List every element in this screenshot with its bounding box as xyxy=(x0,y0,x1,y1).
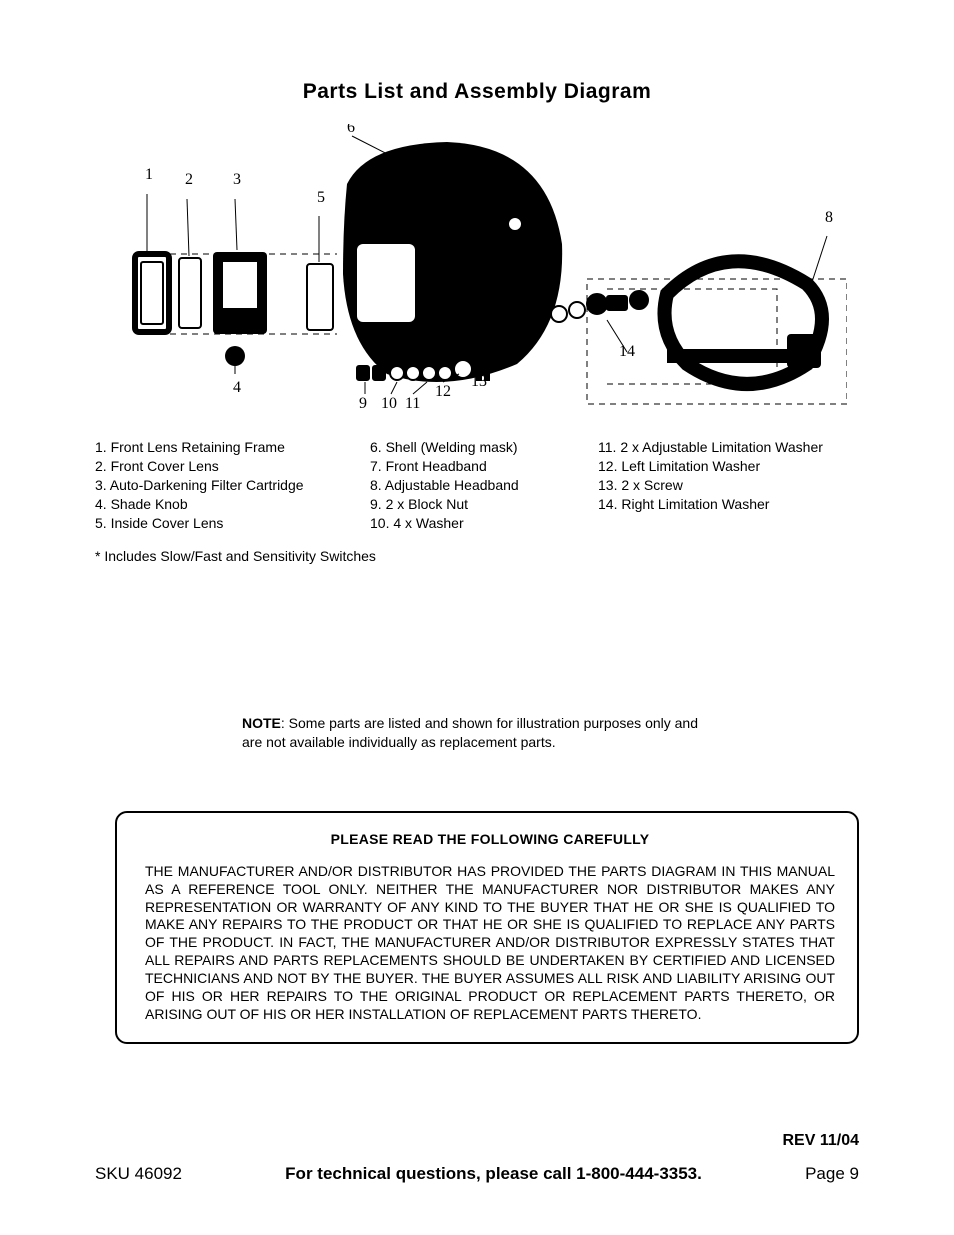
footer-support: For technical questions, please call 1-8… xyxy=(285,1164,702,1184)
parts-item: 12. Left Limitation Washer xyxy=(598,457,858,476)
parts-item: 2. Front Cover Lens xyxy=(95,457,370,476)
footer: SKU 46092 For technical questions, pleas… xyxy=(95,1164,859,1184)
parts-item: 1. Front Lens Retaining Frame xyxy=(95,438,370,457)
callout-5: 5 xyxy=(317,189,325,206)
warning-body: THE MANUFACTURER AND/OR DISTRIBUTOR HAS … xyxy=(145,863,835,1024)
parts-item: 8. Adjustable Headband xyxy=(370,476,598,495)
callout-2: 2 xyxy=(185,171,193,188)
callout-3: 3 xyxy=(233,171,241,188)
warning-box: PLEASE READ THE FOLLOWING CAREFULLY THE … xyxy=(115,811,859,1044)
parts-item: 14. Right Limitation Washer xyxy=(598,495,858,514)
part-1-frame xyxy=(135,254,169,332)
parts-footnote: * Includes Slow/Fast and Sensitivity Swi… xyxy=(95,548,859,564)
callout-6: 6 xyxy=(347,124,355,136)
parts-list: 1. Front Lens Retaining Frame2. Front Co… xyxy=(95,438,859,532)
page: Parts List and Assembly Diagram xyxy=(0,0,954,1235)
parts-item: 3. Auto-Darkening Filter Cartridge xyxy=(95,476,370,495)
parts-item: 13. 2 x Screw xyxy=(598,476,858,495)
parts-col-2: 6. Shell (Welding mask)7. Front Headband… xyxy=(370,438,598,532)
parts-item: 11. 2 x Adjustable Limitation Washer xyxy=(598,438,858,457)
callout-14: 14 xyxy=(619,343,635,360)
callout-10: 10 xyxy=(381,395,397,412)
page-title: Parts List and Assembly Diagram xyxy=(95,80,859,104)
part-2-lens xyxy=(179,258,201,328)
note-text: : Some parts are listed and shown for il… xyxy=(242,715,698,749)
footer-sku: SKU 46092 xyxy=(95,1164,182,1184)
parts-item: 10. 4 x Washer xyxy=(370,514,598,533)
callout-8: 8 xyxy=(825,209,833,226)
callout-1: 1 xyxy=(145,166,153,183)
part-6-shell xyxy=(343,142,562,382)
warning-title: PLEASE READ THE FOLLOWING CAREFULLY xyxy=(145,831,835,849)
parts-col-1: 1. Front Lens Retaining Frame2. Front Co… xyxy=(95,438,370,532)
parts-item: 9. 2 x Block Nut xyxy=(370,495,598,514)
part-8-headband xyxy=(665,261,823,384)
footer-page: Page 9 xyxy=(805,1164,859,1184)
parts-col-3: 11. 2 x Adjustable Limitation Washer12. … xyxy=(598,438,858,532)
callout-13: 13 xyxy=(471,373,487,390)
callout-4: 4 xyxy=(233,379,241,396)
parts-item: 4. Shade Knob xyxy=(95,495,370,514)
part-5-lens xyxy=(307,264,333,330)
part-3-cartridge xyxy=(213,252,267,334)
note-block: NOTE: Some parts are listed and shown fo… xyxy=(242,714,712,750)
callout-11: 11 xyxy=(405,395,420,412)
revision: REV 11/04 xyxy=(95,1132,859,1150)
parts-item: 6. Shell (Welding mask) xyxy=(370,438,598,457)
note-label: NOTE xyxy=(242,715,281,731)
callout-12: 12 xyxy=(435,383,451,400)
assembly-diagram: 123456891011121314 xyxy=(107,124,847,424)
callout-9: 9 xyxy=(359,395,367,412)
parts-item: 5. Inside Cover Lens xyxy=(95,514,370,533)
parts-item: 7. Front Headband xyxy=(370,457,598,476)
